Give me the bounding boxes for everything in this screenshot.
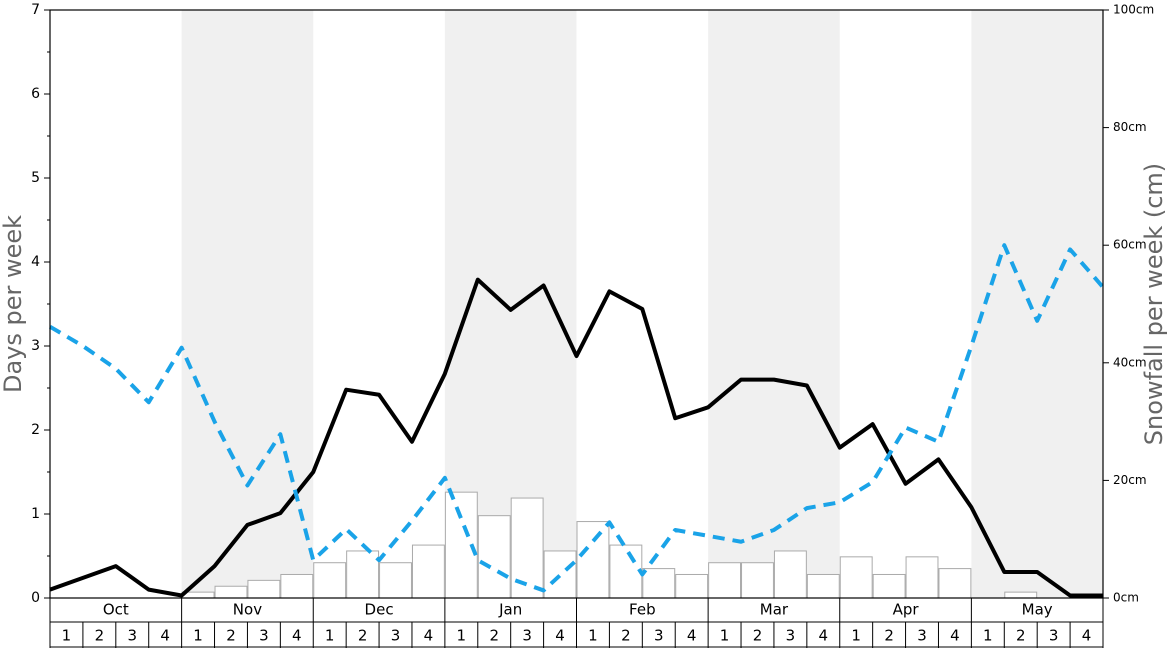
y2-tick-label: 0cm [1113, 591, 1139, 605]
bar [1004, 591, 1038, 599]
week-label: 4 [1082, 627, 1092, 645]
week-label: 3 [917, 627, 927, 645]
week-label: 3 [259, 627, 269, 645]
bar [313, 562, 347, 599]
line-series [48, 243, 1105, 593]
week-label: 2 [226, 627, 236, 645]
bar [609, 544, 643, 599]
bar [280, 573, 314, 599]
bar [708, 562, 742, 599]
bar [576, 521, 610, 599]
y2-tick-label: 100cm [1113, 3, 1154, 17]
y-tick-label: 4 [31, 254, 40, 270]
bar [642, 568, 676, 599]
month-label: Feb [629, 601, 656, 619]
bar [741, 562, 774, 599]
bar [872, 573, 906, 599]
bar [379, 562, 412, 599]
bar [510, 497, 544, 599]
week-label: 4 [555, 627, 565, 645]
week-label: 2 [95, 627, 105, 645]
bar [675, 573, 709, 599]
week-label: 2 [884, 627, 894, 645]
month-label: Mar [760, 601, 789, 619]
week-label: 2 [489, 627, 499, 645]
bar [543, 550, 577, 599]
month-label: Nov [233, 601, 262, 619]
week-label: 3 [786, 627, 796, 645]
y-tick-label: 7 [31, 2, 40, 18]
week-label: 1 [588, 627, 598, 645]
week-label: 2 [621, 627, 631, 645]
week-label: 1 [720, 627, 730, 645]
month-label: Oct [103, 601, 129, 619]
bar [839, 556, 873, 599]
bar [247, 579, 281, 599]
bar [806, 573, 840, 599]
week-label: 4 [424, 627, 434, 645]
week-label: 4 [950, 627, 960, 645]
y2-tick-label: 40cm [1113, 355, 1147, 369]
week-label: 3 [522, 627, 532, 645]
y-tick-label: 0 [31, 590, 40, 606]
week-label: 1 [851, 627, 861, 645]
week-label: 3 [127, 627, 137, 645]
week-label: 1 [193, 627, 203, 645]
y-axis-title: Days per week [0, 215, 27, 393]
y2-tick-label: 20cm [1113, 473, 1147, 487]
y-tick-label: 2 [31, 422, 40, 438]
month-shade [181, 10, 314, 598]
week-label: 1 [325, 627, 335, 645]
week-label: 2 [358, 627, 368, 645]
bar [214, 585, 248, 599]
month-shade [971, 10, 1103, 598]
bar [477, 515, 511, 599]
bar [938, 568, 972, 599]
line-series [49, 277, 1103, 598]
y-tick-label: 5 [31, 170, 40, 186]
y2-tick-label: 80cm [1113, 120, 1147, 134]
y-tick-label: 1 [31, 506, 40, 522]
week-label: 1 [457, 627, 467, 645]
week-label: 4 [160, 627, 170, 645]
bar [411, 544, 445, 599]
month-label: Jan [498, 601, 522, 619]
week-label: 1 [983, 627, 993, 645]
week-label: 2 [1016, 627, 1026, 645]
week-label: 4 [819, 627, 829, 645]
bar [346, 550, 380, 599]
week-label: 4 [687, 627, 697, 645]
month-label: May [1022, 601, 1053, 619]
month-label: Apr [893, 601, 920, 619]
bar [773, 550, 807, 599]
y-tick-label: 3 [31, 338, 40, 354]
week-label: 3 [1049, 627, 1059, 645]
y2-axis-title: Snowfall per week (cm) [1140, 163, 1168, 445]
month-label: Dec [365, 601, 394, 619]
week-label: 4 [292, 627, 302, 645]
week-label: 2 [753, 627, 763, 645]
y2-tick-label: 60cm [1113, 238, 1147, 252]
bar [905, 556, 939, 599]
week-label: 3 [654, 627, 664, 645]
week-label: 3 [391, 627, 401, 645]
y-tick-label: 6 [31, 86, 40, 102]
week-label: 1 [62, 627, 72, 645]
month-shade [708, 10, 840, 598]
